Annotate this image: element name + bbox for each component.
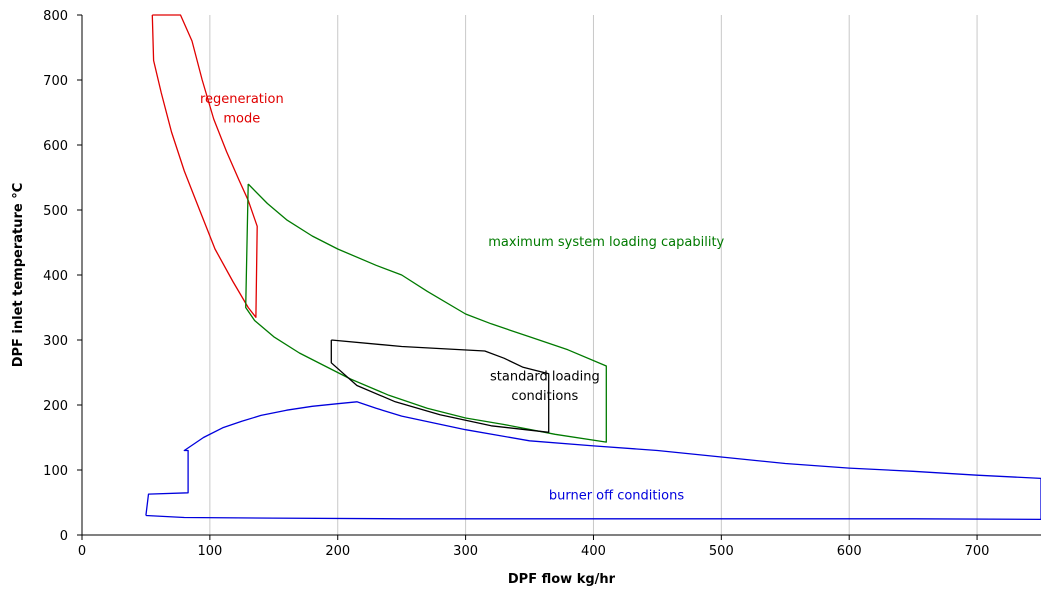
annotation-label: regeneration [200, 92, 284, 107]
annotation-label: conditions [511, 389, 578, 404]
y-axis-title: DPF inlet temperature °C [11, 183, 26, 368]
y-tick-label: 800 [43, 9, 68, 24]
y-tick-label: 300 [43, 334, 68, 349]
series-line-2 [330, 339, 550, 433]
x-tick-label: 600 [837, 544, 862, 559]
x-axis-title: DPF flow kg/hr [508, 572, 616, 587]
series-line-3 [145, 401, 1041, 521]
annotation-label: burner off conditions [549, 488, 684, 503]
y-tick-label: 0 [60, 529, 68, 544]
series-group [145, 14, 1041, 521]
series-line-1 [245, 183, 607, 443]
x-tick-label: 500 [709, 544, 734, 559]
x-tick-label: 0 [78, 544, 86, 559]
annotation-label: mode [223, 111, 260, 126]
annotation-label: maximum system loading capability [488, 235, 724, 250]
x-tick-label: 700 [965, 544, 990, 559]
annotations: regeneration mode maximum system loading c… [200, 92, 725, 504]
grid [209, 15, 978, 535]
x-axis-ticks: 0 100 200 300 400 500 600 700 [78, 535, 990, 559]
y-axis-ticks: 0 100 200 300 400 500 600 700 800 [43, 9, 82, 544]
y-tick-label: 400 [43, 269, 68, 284]
series-line-0 [151, 14, 258, 318]
y-tick-label: 500 [43, 204, 68, 219]
x-tick-label: 300 [453, 544, 478, 559]
y-tick-label: 100 [43, 464, 68, 479]
y-tick-label: 200 [43, 399, 68, 414]
x-tick-label: 200 [325, 544, 350, 559]
annotation-label: standard loading [490, 369, 600, 384]
y-tick-label: 700 [43, 74, 68, 89]
y-tick-label: 600 [43, 139, 68, 154]
x-tick-label: 100 [197, 544, 222, 559]
x-tick-label: 400 [581, 544, 606, 559]
